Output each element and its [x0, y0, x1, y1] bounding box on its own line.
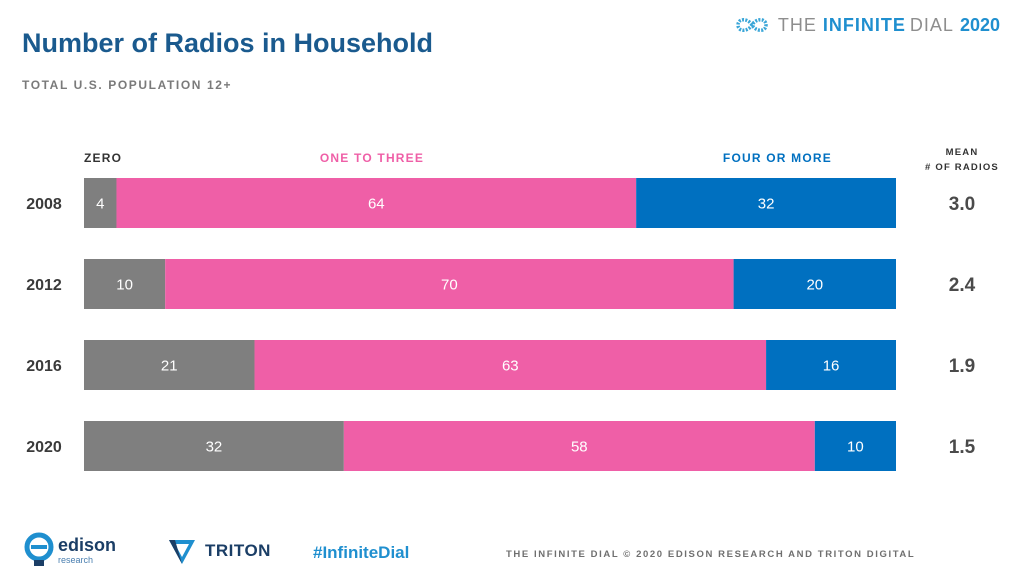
- bar-2008-series-0: [84, 178, 117, 228]
- bar-2020-series-0: [84, 421, 344, 471]
- legend-one-to-three: ONE TO THREE: [320, 151, 424, 165]
- edison-sub: research: [58, 554, 94, 565]
- category-label-2016: 2016: [26, 358, 62, 375]
- brand-infinite: INFINITE: [822, 14, 906, 35]
- data-label-2016-series-0: 21: [161, 358, 178, 375]
- bar-2012-series-2: [733, 259, 896, 309]
- page-subtitle: TOTAL U.S. POPULATION 12+: [22, 78, 233, 92]
- mean-header-line1: MEAN: [946, 147, 979, 158]
- bar-2020-series-1: [343, 421, 815, 471]
- brand-the: THE: [777, 14, 817, 35]
- data-label-2012-series-0: 10: [116, 277, 133, 294]
- mean-value-2016: 1.9: [949, 356, 975, 377]
- data-label-2020-series-1: 58: [571, 439, 588, 456]
- legend-zero: ZERO: [84, 151, 122, 165]
- category-label-2012: 2012: [26, 277, 62, 294]
- data-label-2016-series-2: 16: [823, 358, 840, 375]
- mean-value-2012: 2.4: [949, 275, 976, 296]
- mean-header-line2: # OF RADIOS: [925, 162, 999, 173]
- bar-2012-series-1: [165, 259, 734, 309]
- edison-logo-icon: [24, 532, 54, 566]
- data-label-2008-series-1: 64: [368, 196, 385, 213]
- category-label-2008: 2008: [26, 196, 62, 213]
- brand-dial: DIAL: [909, 14, 954, 35]
- triton-logo: TRITON: [165, 534, 271, 568]
- edison-name: edison: [58, 534, 117, 555]
- mean-value-2020: 1.5: [949, 437, 976, 458]
- infinite-dial-brand: THE INFINITE DIAL 2020: [732, 14, 1000, 36]
- infinity-icon: [736, 18, 768, 32]
- legend-four-or-more: FOUR OR MORE: [723, 151, 832, 165]
- category-label-2020: 2020: [26, 439, 62, 456]
- bar-2012-series-0: [84, 259, 166, 309]
- triton-logo-icon: [169, 540, 195, 564]
- bar-2016-series-2: [766, 340, 896, 390]
- bar-2016-series-0: [84, 340, 255, 390]
- copyright-text: THE INFINITE DIAL © 2020 EDISON RESEARCH…: [506, 549, 916, 560]
- data-label-2008-series-0: 4: [96, 196, 104, 213]
- page-title: Number of Radios in Household: [22, 28, 434, 58]
- data-label-2008-series-2: 32: [758, 196, 775, 213]
- data-label-2016-series-1: 63: [502, 358, 519, 375]
- hashtag-link[interactable]: #InfiniteDial: [313, 543, 410, 562]
- data-label-2020-series-0: 32: [206, 439, 223, 456]
- mean-value-2008: 3.0: [949, 194, 975, 215]
- bar-2008-series-1: [116, 178, 637, 228]
- bar-2008-series-2: [636, 178, 896, 228]
- data-label-2020-series-2: 10: [847, 439, 864, 456]
- data-label-2012-series-1: 70: [441, 277, 458, 294]
- bar-2016-series-1: [254, 340, 767, 390]
- data-label-2012-series-2: 20: [806, 277, 823, 294]
- triton-name: TRITON: [205, 541, 271, 560]
- edison-logo: edison research: [22, 530, 116, 570]
- bar-2020-series-2: [814, 421, 896, 471]
- brand-year: 2020: [959, 14, 1000, 35]
